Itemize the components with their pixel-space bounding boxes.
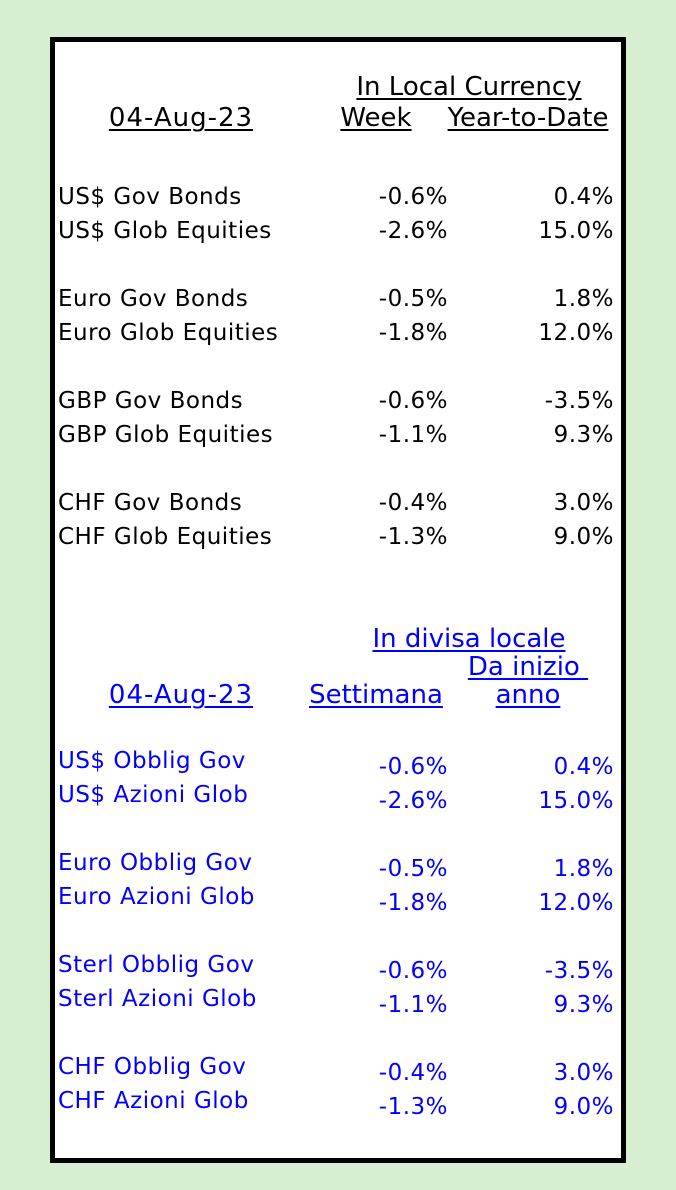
english-date-header-cell: 04-Aug-23 [55, 102, 307, 134]
italian-ytd-header-line2: anno [495, 680, 561, 710]
row-week-value: -0.6% [378, 184, 448, 210]
row-euro-obblig-gov: Euro Obblig Gov -0.5% 1.8% [55, 850, 621, 886]
row-label: Sterl Obblig Gov [58, 952, 255, 978]
row-label: US$ Azioni Glob [58, 782, 249, 808]
row-euro-azioni-glob: Euro Azioni Glob -1.8% 12.0% [55, 884, 621, 920]
market-returns-panel: In Local Currency 04-Aug-23 Week Year-to… [50, 37, 626, 1163]
english-header-row-title: In Local Currency [55, 72, 621, 102]
row-week-value: -0.5% [378, 286, 448, 312]
row-usd-obblig-gov: US$ Obblig Gov -0.6% 0.4% [55, 748, 621, 784]
italian-week-header-cell: Settimana [307, 680, 445, 710]
empty-cell [55, 72, 307, 102]
italian-date-header-cell: 04-Aug-23 [55, 680, 307, 710]
row-usd-gov-bonds: US$ Gov Bonds -0.6% 0.4% [55, 180, 621, 214]
italian-header-row-columns: 04-Aug-23 Settimana anno [55, 680, 621, 710]
english-table-title: In Local Currency [356, 72, 582, 102]
row-week-value: -0.4% [378, 1060, 448, 1086]
row-ytd-value: 12.0% [538, 320, 614, 346]
row-week-value: -1.1% [378, 992, 448, 1018]
row-ytd-value: 9.3% [553, 992, 614, 1018]
italian-returns-table: In divisa locale Da inizio 04-Aug-23 Set… [55, 624, 621, 1124]
row-ytd-value: -3.5% [544, 958, 614, 984]
empty-cell [55, 654, 307, 680]
row-gbp-gov-bonds: GBP Gov Bonds -0.6% -3.5% [55, 384, 621, 418]
italian-week-header: Settimana [309, 680, 443, 710]
row-week-value: -1.3% [378, 524, 448, 550]
english-ytd-header-cell: Year-to-Date [445, 102, 611, 134]
english-week-header: Week [340, 103, 412, 133]
row-label: Euro Glob Equities [58, 320, 279, 346]
row-label: GBP Glob Equities [58, 422, 274, 448]
row-week-value: -0.6% [378, 388, 448, 414]
italian-table-title: In divisa locale [372, 624, 566, 654]
row-ytd-value: 9.0% [553, 524, 614, 550]
row-ytd-value: 0.4% [553, 184, 614, 210]
english-header-row-columns: 04-Aug-23 Week Year-to-Date [55, 102, 621, 134]
row-euro-gov-bonds: Euro Gov Bonds -0.5% 1.8% [55, 282, 621, 316]
row-week-value: -1.8% [378, 320, 448, 346]
row-label: CHF Glob Equities [58, 524, 273, 550]
row-ytd-value: -3.5% [544, 388, 614, 414]
empty-cell [55, 624, 307, 654]
row-ytd-value: 3.0% [553, 490, 614, 516]
row-label: GBP Gov Bonds [58, 388, 244, 414]
row-ytd-value: 12.0% [538, 890, 614, 916]
row-ytd-value: 15.0% [538, 218, 614, 244]
row-ytd-value: 1.8% [553, 856, 614, 882]
row-chf-azioni-glob: CHF Azioni Glob -1.3% 9.0% [55, 1088, 621, 1124]
row-label: US$ Obblig Gov [58, 748, 246, 774]
english-ytd-header: Year-to-Date [447, 103, 609, 133]
row-label: Sterl Azioni Glob [58, 986, 257, 1012]
row-chf-obblig-gov: CHF Obblig Gov -0.4% 3.0% [55, 1054, 621, 1090]
row-usd-glob-equities: US$ Glob Equities -2.6% 15.0% [55, 214, 621, 248]
row-ytd-value: 1.8% [553, 286, 614, 312]
row-ytd-value: 0.4% [553, 754, 614, 780]
row-week-value: -2.6% [378, 218, 448, 244]
row-usd-azioni-glob: US$ Azioni Glob -2.6% 15.0% [55, 782, 621, 818]
english-returns-table: In Local Currency 04-Aug-23 Week Year-to… [55, 72, 621, 554]
row-week-value: -0.6% [378, 958, 448, 984]
row-week-value: -1.1% [378, 422, 448, 448]
row-sterl-obblig-gov: Sterl Obblig Gov -0.6% -3.5% [55, 952, 621, 988]
empty-cell [307, 654, 445, 680]
english-week-header-cell: Week [307, 102, 445, 134]
row-chf-glob-equities: CHF Glob Equities -1.3% 9.0% [55, 520, 621, 554]
english-table-title-cell: In Local Currency [307, 72, 621, 102]
row-chf-gov-bonds: CHF Gov Bonds -0.4% 3.0% [55, 486, 621, 520]
row-ytd-value: 9.3% [553, 422, 614, 448]
english-date-header: 04-Aug-23 [108, 103, 254, 133]
italian-header-row-title: In divisa locale [55, 624, 621, 654]
row-ytd-value: 9.0% [553, 1094, 614, 1120]
row-label: CHF Gov Bonds [58, 490, 243, 516]
row-sterl-azioni-glob: Sterl Azioni Glob -1.1% 9.3% [55, 986, 621, 1022]
row-week-value: -0.4% [378, 490, 448, 516]
row-label: CHF Azioni Glob [58, 1088, 249, 1114]
row-label: US$ Gov Bonds [58, 184, 242, 210]
italian-ytd-header-line1: Da inizio [467, 652, 589, 682]
italian-header-row-ytd-line1: Da inizio [55, 654, 621, 680]
row-week-value: -1.8% [378, 890, 448, 916]
row-label: Euro Azioni Glob [58, 884, 255, 910]
italian-ytd-header-line2-cell: anno [445, 680, 611, 710]
row-week-value: -0.6% [378, 754, 448, 780]
row-label: US$ Glob Equities [58, 218, 272, 244]
row-label: Euro Gov Bonds [58, 286, 249, 312]
row-ytd-value: 15.0% [538, 788, 614, 814]
italian-date-header: 04-Aug-23 [108, 680, 254, 710]
row-euro-glob-equities: Euro Glob Equities -1.8% 12.0% [55, 316, 621, 350]
row-label: CHF Obblig Gov [58, 1054, 247, 1080]
row-week-value: -1.3% [378, 1094, 448, 1120]
italian-ytd-header-line1-cell: Da inizio [445, 654, 611, 680]
row-label: Euro Obblig Gov [58, 850, 253, 876]
row-ytd-value: 3.0% [553, 1060, 614, 1086]
row-week-value: -2.6% [378, 788, 448, 814]
row-week-value: -0.5% [378, 856, 448, 882]
row-gbp-glob-equities: GBP Glob Equities -1.1% 9.3% [55, 418, 621, 452]
italian-table-title-cell: In divisa locale [307, 624, 621, 654]
